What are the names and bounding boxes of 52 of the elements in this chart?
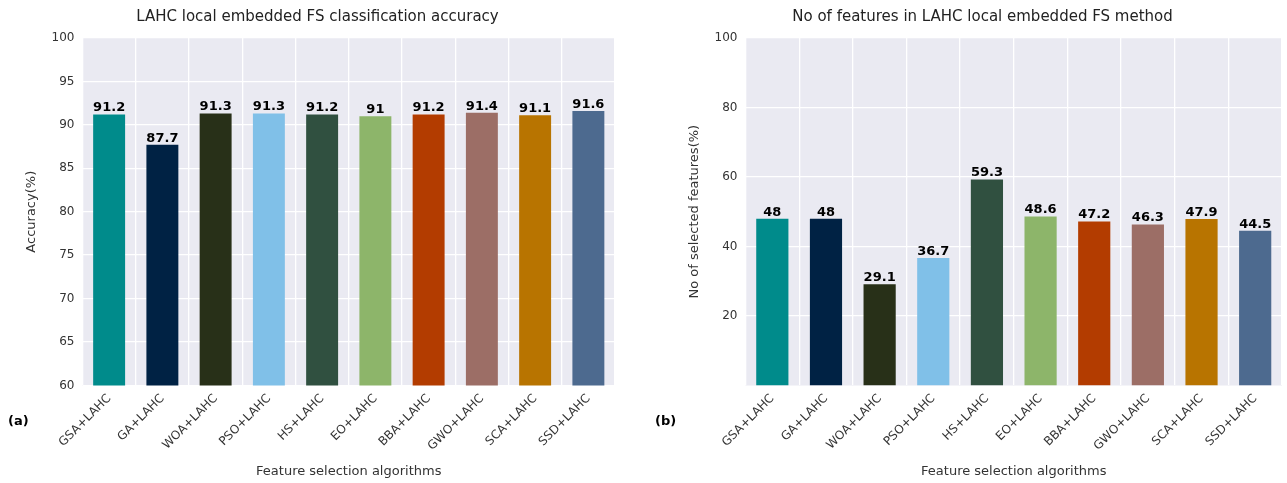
y-tick-label: 65: [59, 334, 75, 349]
y-axis-title: Accuracy(%): [23, 170, 39, 253]
data-label: 91.3: [252, 98, 285, 114]
x-axis-title: Feature selection algorithms: [921, 462, 1107, 478]
bar: [917, 257, 950, 386]
data-label: 36.7: [917, 242, 950, 258]
y-tick-label: 60: [722, 169, 738, 184]
data-label: 47.2: [1078, 206, 1111, 222]
text: (a): [8, 413, 29, 429]
data-label: 48: [763, 203, 782, 219]
bar: [1131, 224, 1164, 386]
y-tick-label: 85: [59, 160, 75, 175]
y-tick-label: 95: [59, 73, 75, 88]
data-label: 91.1: [519, 100, 552, 116]
data-label: 46.3: [1131, 209, 1164, 225]
bar: [970, 179, 1004, 386]
data-label: 44.5: [1239, 215, 1272, 231]
data-label: 91: [366, 101, 385, 117]
data-label: 91.6: [572, 95, 605, 111]
chart-title: LAHC local embedded FS classification accuracy: [136, 6, 499, 25]
bar: [1024, 216, 1057, 386]
y-tick-label: 60: [59, 377, 75, 392]
bar: [1239, 230, 1272, 386]
bar: [1185, 219, 1218, 386]
data-label: 91.2: [412, 99, 445, 115]
data-label: 91.2: [306, 99, 339, 115]
y-tick-label: 80: [722, 99, 738, 114]
y-tick-label: 90: [59, 116, 75, 131]
bar: [756, 218, 789, 386]
data-label: 91.4: [465, 97, 498, 113]
y-axis-title: No of selected features(%): [686, 124, 702, 299]
y-tick-label: 75: [59, 247, 75, 262]
data-label: 47.9: [1185, 203, 1218, 219]
bar: [863, 284, 896, 386]
y-tick-label: 20: [722, 308, 738, 323]
data-label: 59.3: [970, 164, 1003, 180]
y-tick-label: 40: [722, 238, 738, 253]
x-axis-title: Feature selection algorithms: [256, 462, 442, 478]
data-label: 29.1: [863, 269, 896, 285]
y-tick-label: 80: [59, 203, 75, 218]
bar: [809, 218, 843, 386]
data-label: 87.7: [146, 129, 179, 145]
data-label: 48: [816, 203, 836, 219]
data-label: 48.6: [1024, 201, 1057, 217]
data-label: 91.2: [93, 99, 126, 115]
bar: [1078, 221, 1111, 386]
y-tick-label: 100: [51, 30, 75, 45]
y-tick-label: 100: [714, 30, 738, 45]
text: (b): [655, 413, 677, 429]
y-tick-label: 70: [59, 290, 75, 305]
chart-title: No of features in LAHC local embedded FS method: [792, 6, 1173, 25]
data-label: 91.3: [199, 98, 232, 114]
